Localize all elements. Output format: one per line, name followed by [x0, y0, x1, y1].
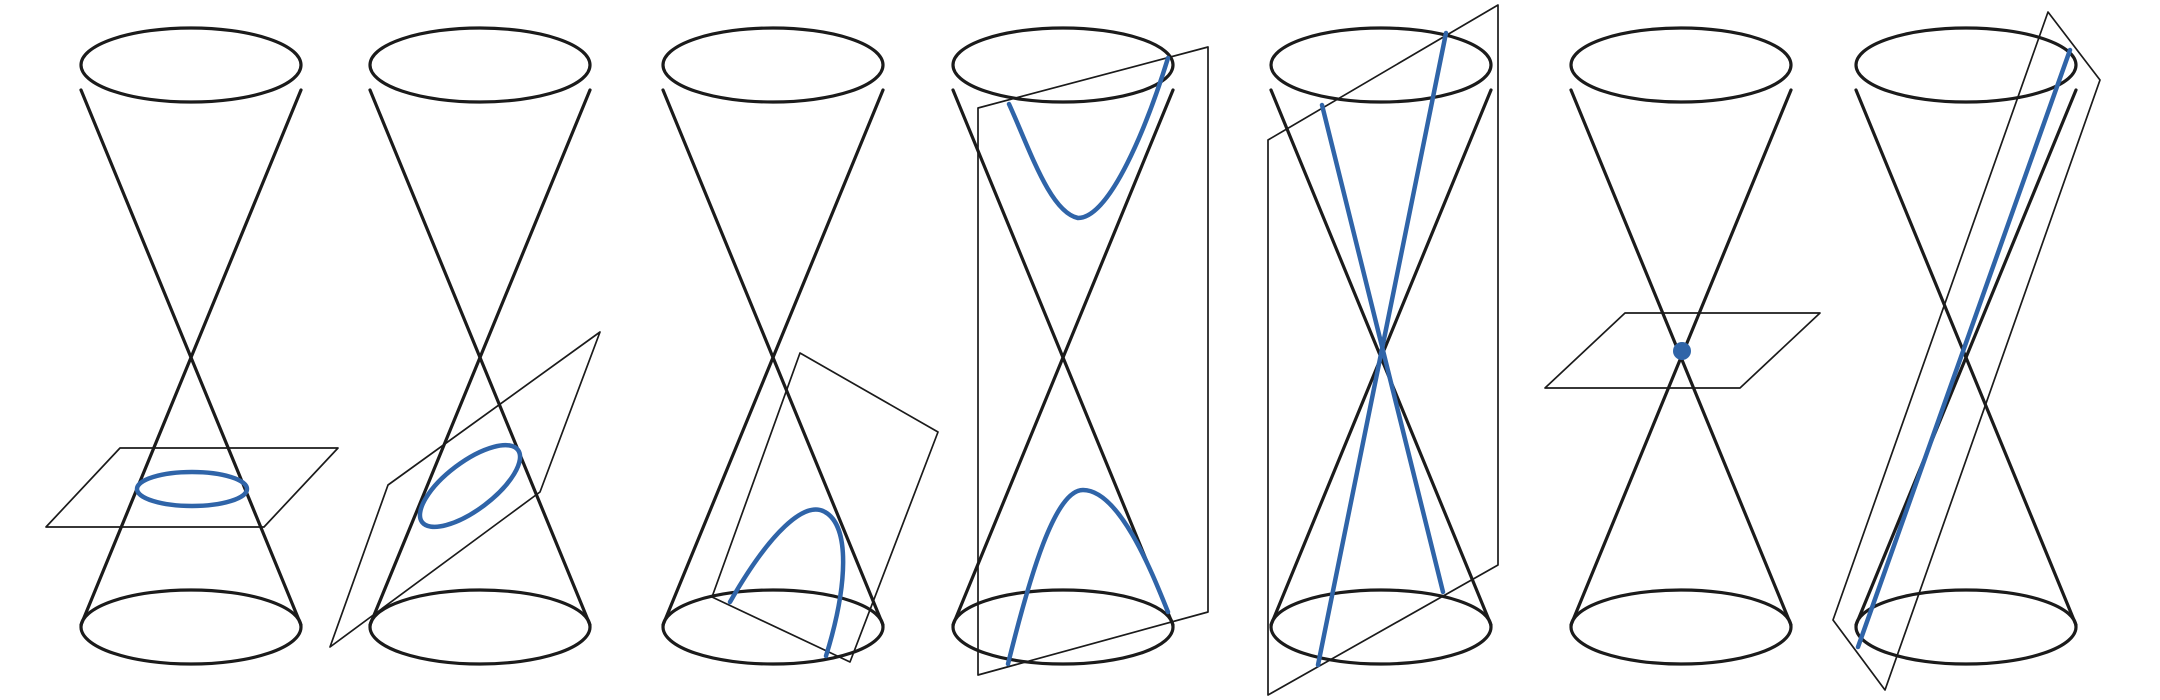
panel-ellipse	[329, 26, 601, 666]
panel-intersecting-lines	[1267, 4, 1499, 696]
cone-top-rim	[661, 26, 885, 104]
cone-generator-right	[368, 88, 592, 627]
cutting-plane-at-apex	[1544, 312, 1821, 389]
cone-bottom-rim	[661, 588, 885, 666]
double-cone	[661, 26, 885, 666]
cutting-plane-tilted	[329, 331, 601, 648]
cone-bottom-rim	[368, 588, 592, 666]
conic-line	[1855, 47, 2073, 650]
cone-generator-right	[951, 88, 1175, 627]
cone-bottom-rim	[79, 588, 303, 666]
cone-bottom-rim	[1854, 588, 2078, 666]
cone-bottom-rim	[1569, 588, 1793, 666]
cone-generator-right	[1854, 88, 2078, 627]
cone-generator-right	[79, 88, 303, 627]
conic-circle	[134, 469, 250, 509]
cutting-plane-parallel	[711, 352, 939, 663]
double-cone	[951, 26, 1175, 666]
conic-hyperbola-lower-branch	[1005, 487, 1171, 667]
conic-point	[1673, 342, 1691, 360]
cone-top-rim	[1569, 26, 1793, 104]
cone-top-rim	[79, 26, 303, 104]
conic-line-2	[1315, 30, 1449, 668]
cutting-plane-vertical	[977, 46, 1209, 676]
cone-generator-right	[661, 88, 885, 627]
cone-bottom-rim	[951, 588, 1175, 666]
double-cone	[368, 26, 592, 666]
cutting-plane-through-apex	[1267, 4, 1499, 696]
cutting-plane-tangent	[1832, 11, 2101, 691]
panel-hyperbola	[951, 26, 1209, 676]
cone-top-rim	[1269, 26, 1493, 104]
conic-parabola	[727, 507, 846, 659]
conic-ellipse	[417, 442, 523, 530]
panel-parabola	[661, 26, 939, 666]
cone-top-rim	[368, 26, 592, 104]
cone-top-rim	[1854, 26, 2078, 104]
conic-hyperbola-upper-branch	[1006, 55, 1171, 221]
panel-line	[1832, 11, 2101, 691]
panel-circle	[45, 26, 339, 666]
cone-top-rim	[951, 26, 1175, 104]
panel-point	[1544, 26, 1821, 666]
double-cone	[79, 26, 303, 666]
double-cone	[1854, 26, 2078, 666]
cutting-plane-horizontal	[45, 447, 339, 528]
cone-bottom-rim	[1269, 588, 1493, 666]
